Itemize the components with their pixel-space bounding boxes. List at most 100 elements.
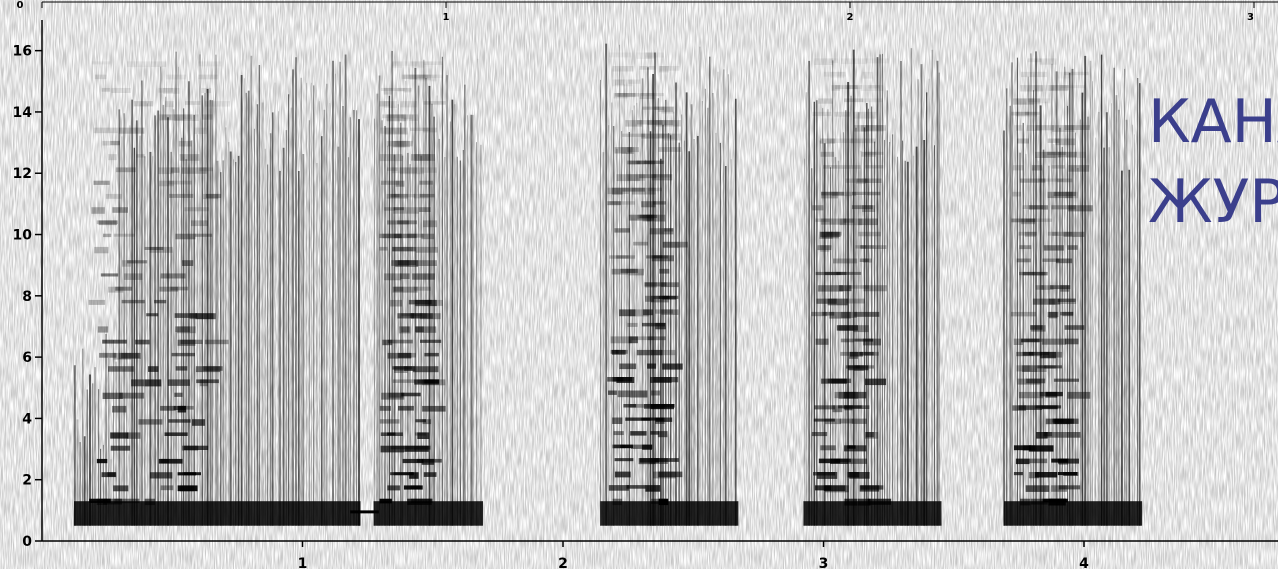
harmonic-dash	[102, 392, 123, 399]
harmonic-dash	[855, 178, 867, 184]
harmonic-dash	[1029, 458, 1048, 464]
harmonic-dash	[183, 472, 201, 476]
harmonic-dash	[423, 220, 438, 228]
harmonic-dash	[844, 98, 863, 103]
harmonic-dash	[853, 325, 869, 333]
harmonic-dash	[850, 138, 876, 144]
harmonic-dash	[1051, 165, 1065, 169]
harmonic-dash	[379, 101, 390, 107]
harmonic-dash	[814, 58, 833, 65]
harmonic-dash	[846, 298, 865, 304]
harmonic-dash	[410, 61, 433, 67]
harmonic-dash	[850, 351, 863, 357]
harmonic-dash	[814, 405, 836, 410]
harmonic-dash	[178, 140, 192, 147]
harmonic-dash	[1065, 338, 1079, 345]
harmonic-dash	[144, 379, 162, 387]
harmonic-dash	[861, 151, 876, 157]
harmonic-dash	[393, 207, 419, 214]
harmonic-dash	[644, 52, 664, 58]
harmonic-dash	[862, 98, 883, 103]
harmonic-dash	[1030, 325, 1043, 330]
harmonic-dash	[1052, 418, 1064, 423]
harmonic-dash	[169, 193, 194, 198]
harmonic-dash	[1052, 231, 1073, 236]
harmonic-dash	[633, 241, 648, 246]
harmonic-dash	[136, 154, 145, 158]
harmonic-dash	[1048, 311, 1058, 319]
harmonic-dash	[866, 58, 889, 64]
harmonic-dash	[655, 309, 673, 314]
harmonic-dash	[422, 419, 432, 425]
harmonic-dash	[1058, 458, 1069, 465]
harmonic-dash	[1058, 485, 1081, 490]
harmonic-dash	[168, 419, 191, 423]
harmonic-dash	[391, 167, 418, 174]
harmonic-dash	[662, 363, 683, 370]
harmonic-dash	[630, 404, 653, 408]
harmonic-dash	[840, 58, 867, 65]
harmonic-dash	[166, 74, 187, 80]
harmonic-dash	[646, 255, 669, 259]
harmonic-dash	[812, 111, 832, 117]
harmonic-dash	[105, 193, 122, 199]
harmonic-dash	[639, 66, 656, 70]
harmonic-dash	[423, 472, 437, 477]
harmonic-dash	[822, 311, 835, 316]
harmonic-dash	[834, 458, 851, 463]
harmonic-dash	[173, 114, 199, 121]
harmonic-dash	[167, 379, 190, 386]
harmonic-dash	[390, 472, 414, 476]
harmonic-dash	[640, 93, 665, 97]
harmonic-dash	[1027, 58, 1042, 63]
harmonic-dash	[821, 378, 847, 384]
harmonic-dash	[851, 418, 867, 424]
harmonic-dash	[642, 444, 652, 450]
harmonic-dash	[834, 111, 851, 117]
harmonic-dash	[163, 87, 180, 94]
harmonic-dash	[662, 295, 677, 300]
harmonic-dash	[1016, 138, 1029, 144]
harmonic-dash	[1040, 351, 1056, 359]
harmonic-dash	[103, 233, 112, 238]
harmonic-dash	[184, 207, 209, 212]
harmonic-dash	[649, 228, 674, 235]
harmonic-dash	[133, 101, 153, 107]
x-axis-ticks: 1 2 3 4	[298, 541, 1089, 569]
harmonic-dash	[420, 339, 442, 343]
harmonic-dash	[619, 309, 636, 317]
harmonic-dash	[386, 114, 409, 121]
y-tick-label: 14	[13, 105, 33, 121]
harmonic-dash	[384, 273, 402, 281]
harmonic-dash	[131, 379, 145, 387]
harmonic-dash	[859, 485, 880, 492]
harmonic-dash	[417, 74, 443, 78]
harmonic-dash	[843, 405, 870, 409]
harmonic-dash	[198, 74, 218, 80]
harmonic-dash	[382, 339, 393, 346]
harmonic-dash	[415, 246, 438, 253]
y-tick-label: 16	[13, 44, 32, 60]
harmonic-dash	[101, 472, 117, 478]
harmonic-dash	[397, 87, 412, 92]
harmonic-dash	[88, 299, 106, 305]
harmonic-dash	[862, 205, 876, 212]
x-tick-label: 3	[819, 556, 829, 569]
harmonic-dash	[108, 154, 117, 161]
harmonic-dash	[94, 74, 107, 80]
harmonic-dash	[171, 352, 195, 357]
harmonic-dash	[158, 458, 183, 464]
harmonic-dash	[118, 127, 145, 134]
harmonic-dash	[820, 151, 835, 157]
y-tick-label: 4	[22, 411, 32, 427]
harmonic-dash	[858, 231, 881, 237]
harmonic-dash	[812, 205, 824, 211]
harmonic-dash	[854, 311, 880, 317]
harmonic-dash	[860, 85, 884, 91]
harmonic-dash	[1033, 85, 1054, 91]
top-tick-label: 3	[1247, 12, 1254, 23]
harmonic-dash	[1037, 365, 1062, 369]
harmonic-dash	[199, 379, 208, 387]
harmonic-dash	[654, 106, 665, 110]
harmonic-dash	[838, 391, 859, 399]
